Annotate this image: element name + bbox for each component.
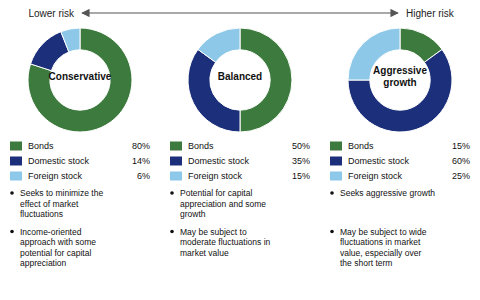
bullet-text: Potential for capitalappreciation and so… xyxy=(180,188,266,219)
bullet-dot xyxy=(170,191,174,195)
text-line: May be subject to xyxy=(180,227,247,237)
legend-label: Domestic stock xyxy=(28,156,90,166)
legend-label: Bonds xyxy=(188,141,214,151)
legend-label: Foreign stock xyxy=(28,171,83,181)
legend-value: 14% xyxy=(132,156,150,166)
legend-swatch xyxy=(10,172,22,181)
legend-item: Foreign stock 25% xyxy=(330,171,470,181)
legend-swatch xyxy=(330,172,342,181)
bullet-text: May be subject to widefluctuations in ma… xyxy=(340,227,427,269)
bullet-text: Seeks to minimize theeffect of marketflu… xyxy=(20,188,103,219)
donut: Balanced xyxy=(188,28,292,132)
portfolio-column: Conservative Bonds 80% Domestic stock 14% For… xyxy=(10,28,150,268)
legend-swatch xyxy=(330,142,342,151)
donut-slice xyxy=(198,28,240,62)
legend-label: Domestic stock xyxy=(188,156,250,166)
donut-slice xyxy=(61,28,80,52)
text-line: growth xyxy=(383,77,416,88)
donut: Conservative xyxy=(28,28,132,132)
legend-label: Foreign stock xyxy=(348,171,403,181)
legend-swatch xyxy=(330,157,342,166)
legend-label: Bonds xyxy=(348,141,374,151)
bullet-dot xyxy=(330,230,334,234)
legend-label: Domestic stock xyxy=(348,156,410,166)
bullet-text: Seeks aggressive growth xyxy=(340,188,435,198)
legend-value: 25% xyxy=(452,171,470,181)
legend-value: 35% xyxy=(292,156,310,166)
legend-item: Bonds 50% xyxy=(170,141,310,151)
text-line: market value xyxy=(180,248,229,258)
legend-value: 60% xyxy=(452,156,470,166)
legend: Bonds 50% Domestic stock 35% Foreign stock 15… xyxy=(170,141,310,181)
legend-value: 15% xyxy=(452,141,470,151)
legend-value: 80% xyxy=(132,141,150,151)
text-line: Potential for capital xyxy=(180,188,252,198)
bullet-dot xyxy=(10,230,14,234)
legend: Bonds 80% Domestic stock 14% Foreign stock 6% xyxy=(10,141,150,181)
bullet-text: May be subject tomoderate fluctuations i… xyxy=(180,227,271,258)
legend-swatch xyxy=(170,157,182,166)
text-line: fluctuations xyxy=(20,209,63,219)
legend-swatch xyxy=(10,157,22,166)
portfolio-column: Aggressivegrowth Bonds 15% Domestic stock 60… xyxy=(330,28,470,268)
legend-label: Foreign stock xyxy=(188,171,243,181)
text-line: Aggressive xyxy=(373,65,427,76)
legend-item: Foreign stock 15% xyxy=(170,171,310,181)
legend-swatch xyxy=(10,142,22,151)
bullet-dot xyxy=(170,230,174,234)
donut-slice xyxy=(188,49,240,132)
legend-item: Domestic stock 14% xyxy=(10,156,150,166)
legend-value: 6% xyxy=(137,171,150,181)
legend-label: Bonds xyxy=(28,141,54,151)
text-line: Conservative xyxy=(49,71,112,82)
arrow-label: Lower risk xyxy=(28,8,75,19)
bullet-text: Income-orientedapproach with somepotenti… xyxy=(20,227,96,269)
text-line: moderate fluctuations in xyxy=(180,237,271,247)
legend-value: 15% xyxy=(292,171,310,181)
arrow-label: Higher risk xyxy=(406,8,455,19)
text-line: effect of market xyxy=(20,199,79,209)
text-line: Balanced xyxy=(218,71,262,82)
legend-item: Domestic stock 35% xyxy=(170,156,310,166)
text-line: approach with some xyxy=(20,237,96,247)
bullet-dot xyxy=(10,191,14,195)
bullets: Seeks aggressive growth May be subject to… xyxy=(330,188,435,268)
legend-swatch xyxy=(170,172,182,181)
bullet-dot xyxy=(330,191,334,195)
donut: Aggressivegrowth xyxy=(348,28,452,132)
portfolio-column: Balanced Bonds 50% Domestic stock 35% Foreign… xyxy=(170,28,310,258)
donut-title: Conservative xyxy=(49,71,112,82)
text-line: Seeks aggressive growth xyxy=(340,188,435,198)
legend-item: Domestic stock 60% xyxy=(330,156,470,166)
bullets: Seeks to minimize theeffect of marketflu… xyxy=(10,188,103,268)
donut-title: Balanced xyxy=(218,71,262,82)
chart-root: Lower risk Higher risk Conservative Bonds 80… xyxy=(0,0,480,300)
text-line: appreciation xyxy=(20,258,67,268)
text-line: value, especially over xyxy=(340,248,421,258)
legend-item: Foreign stock 6% xyxy=(10,171,150,181)
text-line: May be subject to wide xyxy=(340,227,427,237)
legend: Bonds 15% Domestic stock 60% Foreign stock 25… xyxy=(330,141,470,181)
bullets: Potential for capitalappreciation and so… xyxy=(170,188,270,258)
text-line: Seeks to minimize the xyxy=(20,188,103,198)
text-line: appreciation and some xyxy=(180,199,266,209)
text-line: Income-oriented xyxy=(20,227,82,237)
text-line: growth xyxy=(180,209,206,219)
legend-swatch xyxy=(170,142,182,151)
text-line: the short term xyxy=(340,258,392,268)
text-line: fluctuations in market xyxy=(340,237,421,247)
donut-slice xyxy=(28,28,132,132)
risk-arrow: Lower risk Higher risk xyxy=(28,8,454,19)
legend-item: Bonds 80% xyxy=(10,141,150,151)
arrow-line xyxy=(82,12,398,13)
donut-title: Aggressivegrowth xyxy=(373,65,427,88)
text-line: potential for capital xyxy=(20,248,91,258)
legend-item: Bonds 15% xyxy=(330,141,470,151)
legend-value: 50% xyxy=(292,141,310,151)
